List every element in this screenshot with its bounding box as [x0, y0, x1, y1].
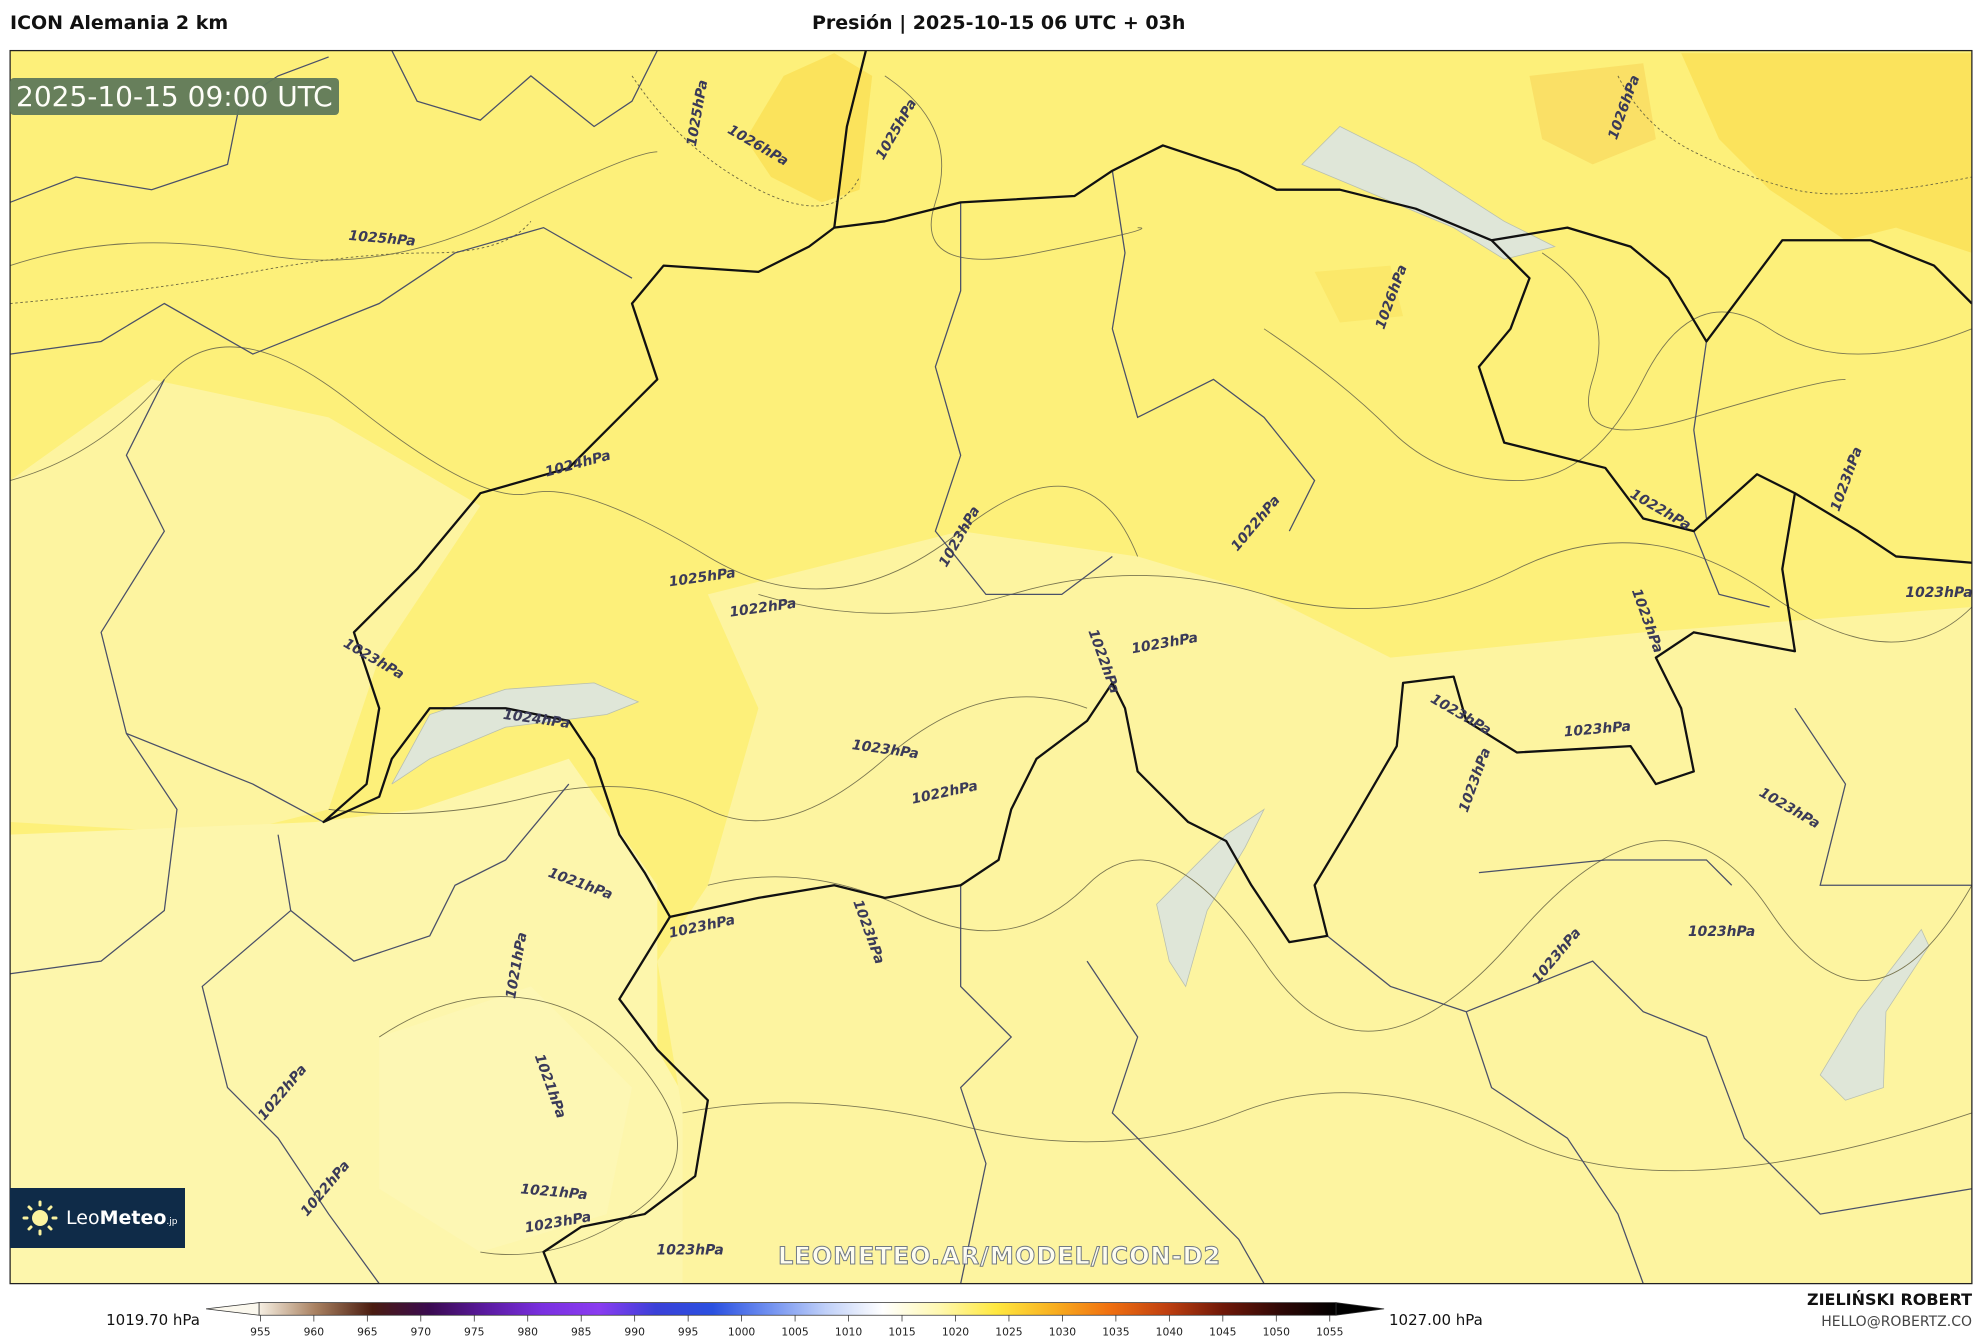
author-name: ZIELIŃSKI ROBERT: [1806, 1290, 1972, 1309]
lake-garda: [1819, 928, 1930, 1101]
colorbar-tick-label: 975: [464, 1325, 484, 1338]
contour-label: 1025hPa: [348, 228, 416, 250]
map-frame: [9, 49, 1973, 1285]
colorbar-min-label: 1019.70 hPa: [106, 1311, 200, 1329]
colorbar-tick-label: 1000: [728, 1325, 755, 1338]
colorbar-tick-label: 1040: [1156, 1325, 1183, 1338]
colorbar-tick-label: 985: [571, 1325, 591, 1338]
colorbar-min-arrow: [205, 1302, 260, 1316]
logo-text-light: Leo: [66, 1207, 100, 1229]
colorbar-tick-label: 960: [304, 1325, 325, 1338]
plot-title: Presión | 2025-10-15 06 UTC + 03h: [812, 12, 1186, 34]
contour-label: 1021hPa: [520, 1181, 588, 1203]
valid-time-label: 2025-10-15 09:00 UTC: [10, 78, 339, 115]
colorbar-tick-label: 1015: [888, 1325, 915, 1338]
low-pressure-area: [10, 379, 481, 835]
sun-icon: [22, 1200, 58, 1236]
colorbar-tick-label: 1050: [1263, 1325, 1290, 1338]
admin-borders: [10, 50, 1972, 1284]
colorbar-bar: [258, 1302, 1337, 1316]
national-borders: [322, 50, 1972, 1284]
contour-label: 1023hPa: [657, 1243, 724, 1259]
colorbar-tick-label: 1020: [942, 1325, 969, 1338]
logo-text-bold: Meteo: [99, 1207, 167, 1229]
watermark-url: LEOMETEO.AR/MODEL/ICON-D2: [777, 1242, 1222, 1271]
contour-label: 1023hPa: [1688, 924, 1755, 940]
colorbar-tick-label: 1045: [1209, 1325, 1236, 1338]
colorbar-tick-label: 995: [678, 1325, 698, 1338]
low-pressure-area: [657, 531, 1972, 1284]
contour-label: 1023hPa: [1563, 719, 1631, 741]
low-pressure-area: [379, 986, 633, 1253]
colorbar-tick-label: 965: [357, 1325, 377, 1338]
colorbar-tick-label: 970: [411, 1325, 432, 1338]
colorbar-tick-label: 1010: [835, 1325, 862, 1338]
logo-text-suffix: .jp: [166, 1217, 178, 1227]
colorbar-tick-label: 1025: [995, 1325, 1022, 1338]
logo-text: LeoMeteo.jp: [66, 1207, 177, 1229]
lake-maggiore: [1156, 808, 1266, 988]
colorbar-tick-label: 1055: [1316, 1325, 1343, 1338]
high-pressure-area: [1314, 265, 1404, 323]
model-title: ICON Alemania 2 km: [10, 12, 229, 34]
colorbar-tick-label: 1005: [781, 1325, 808, 1338]
colorbar-max-label: 1027.00 hPa: [1389, 1311, 1483, 1329]
author-email: HELLO@ROBERTZ.CO: [1821, 1314, 1972, 1330]
colorbar-tick-label: 1035: [1102, 1325, 1129, 1338]
colorbar-tick-label: 980: [517, 1325, 538, 1338]
high-pressure-area: [745, 53, 873, 203]
high-pressure-area: [1529, 63, 1656, 165]
contour-label: 1023hPa: [1905, 585, 1972, 601]
colorbar-tick-label: 1030: [1049, 1325, 1076, 1338]
high-pressure-area: [1681, 53, 1972, 253]
colorbar-max-arrow: [1335, 1302, 1385, 1316]
colorbar-tick-label: 990: [624, 1325, 645, 1338]
isobar-lines: [10, 75, 1972, 1255]
colorbar: 955 960 965 970 975 980 985 990 995 1000 1005 1010 1…: [205, 1302, 1385, 1338]
leometeo-logo: LeoMeteo.jp: [10, 1188, 185, 1248]
colorbar-tick-label: 955: [250, 1325, 270, 1338]
